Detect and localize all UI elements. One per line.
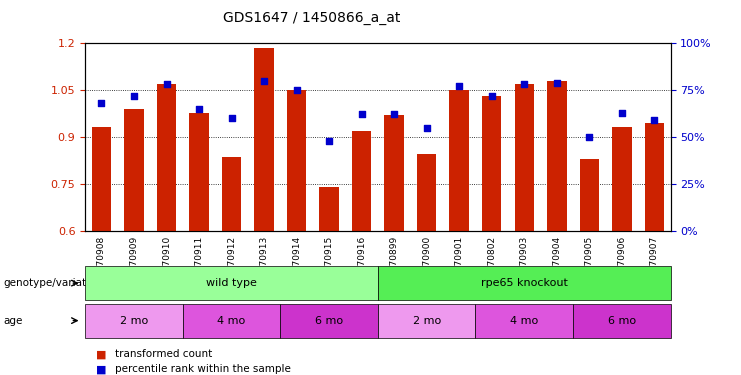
Text: ■: ■	[96, 364, 107, 374]
Text: 6 mo: 6 mo	[608, 316, 636, 326]
Bar	[287, 90, 306, 231]
Point	[388, 111, 400, 117]
Text: transformed count: transformed count	[115, 350, 212, 359]
Text: age: age	[4, 316, 23, 326]
Bar	[547, 81, 567, 231]
Point	[518, 81, 530, 87]
Bar	[612, 128, 631, 231]
Bar	[222, 157, 242, 231]
Point	[128, 93, 140, 99]
Point	[421, 124, 433, 130]
Point	[290, 87, 302, 93]
Point	[583, 134, 595, 140]
Point	[356, 111, 368, 117]
Point	[551, 80, 562, 86]
Text: wild type: wild type	[206, 278, 257, 288]
Text: GDS1647 / 1450866_a_at: GDS1647 / 1450866_a_at	[222, 11, 400, 25]
Bar	[352, 130, 371, 231]
Bar	[385, 115, 404, 231]
Text: genotype/variation: genotype/variation	[4, 278, 103, 288]
Bar	[482, 96, 502, 231]
Point	[258, 78, 270, 84]
Text: 6 mo: 6 mo	[315, 316, 343, 326]
Bar	[417, 154, 436, 231]
Text: 2 mo: 2 mo	[413, 316, 441, 326]
Point	[648, 117, 660, 123]
Point	[96, 100, 107, 106]
Text: rpe65 knockout: rpe65 knockout	[481, 278, 568, 288]
Point	[193, 106, 205, 112]
Bar	[645, 123, 664, 231]
Text: 2 mo: 2 mo	[120, 316, 148, 326]
Bar	[254, 48, 274, 231]
Point	[161, 81, 173, 87]
Bar	[579, 159, 599, 231]
Point	[616, 110, 628, 116]
Text: percentile rank within the sample: percentile rank within the sample	[115, 364, 290, 374]
Text: 4 mo: 4 mo	[510, 316, 539, 326]
Point	[225, 115, 237, 121]
Bar	[124, 109, 144, 231]
Bar	[319, 187, 339, 231]
Point	[323, 138, 335, 144]
Point	[486, 93, 498, 99]
Bar	[450, 90, 469, 231]
Text: 4 mo: 4 mo	[217, 316, 246, 326]
Bar	[92, 128, 111, 231]
Bar	[514, 84, 534, 231]
Bar	[157, 84, 176, 231]
Text: ■: ■	[96, 350, 107, 359]
Point	[453, 83, 465, 89]
Bar	[189, 113, 209, 231]
